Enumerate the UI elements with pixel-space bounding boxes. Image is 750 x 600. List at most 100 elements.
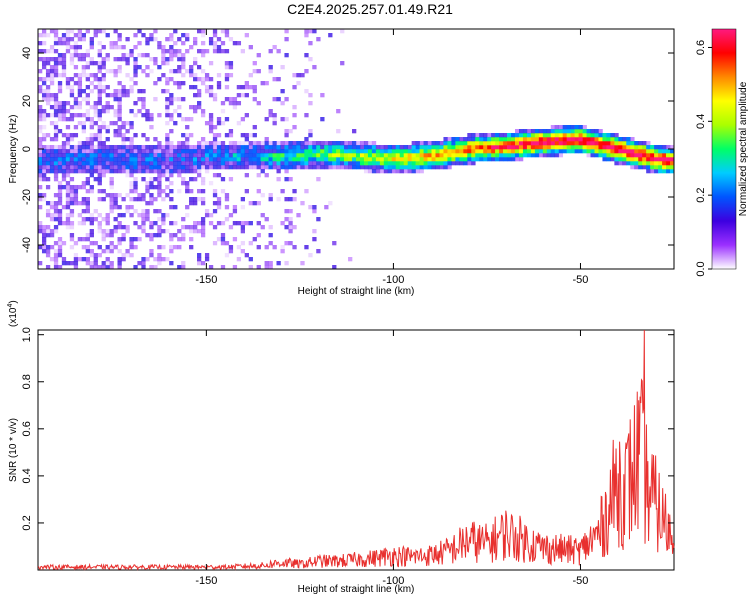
heatmap-cell [507, 145, 512, 150]
heatmap-cell [272, 145, 277, 150]
heatmap-cell [403, 169, 408, 174]
heatmap-cell [602, 157, 607, 162]
heatmap-cell [105, 105, 110, 110]
heatmap-cell [181, 217, 186, 222]
heatmap-cell [240, 93, 245, 98]
heatmap-cell [121, 57, 126, 62]
heatmap-cell [89, 57, 94, 62]
heatmap-cell [97, 189, 102, 194]
heatmap-cell [117, 257, 122, 262]
heatmap-cell [197, 253, 202, 258]
heatmap-cell [280, 189, 285, 194]
heatmap-cell [280, 165, 285, 170]
heatmap-cell [149, 225, 154, 230]
heatmap-cell [479, 157, 484, 162]
heatmap-cell [121, 253, 126, 258]
heatmap-cell [491, 153, 496, 158]
heatmap-cell [352, 157, 357, 162]
heatmap-cell [296, 161, 301, 166]
heatmap-cell [69, 57, 75, 62]
heatmap-cell [216, 37, 222, 42]
heatmap-cell [97, 65, 102, 70]
heatmap-cell [626, 153, 631, 158]
heatmap-cell [570, 141, 575, 146]
heatmap-cell [41, 153, 47, 158]
heatmap-cell [69, 145, 75, 150]
heatmap-cell [447, 141, 452, 146]
heatmap-cell [137, 161, 142, 166]
heatmap-cell [455, 153, 460, 158]
heatmap-cell [69, 153, 75, 158]
heatmap-cell [344, 145, 349, 150]
heatmap-cell [69, 93, 75, 98]
heatmap-cell [344, 157, 349, 162]
heatmap-cell [129, 121, 134, 126]
heatmap-cell [431, 157, 436, 162]
heatmap-cell [316, 149, 321, 154]
heatmap-cell [308, 133, 313, 138]
heatmap-cell [141, 101, 146, 106]
heatmap-cell [483, 137, 488, 142]
heatmap-cell [38, 177, 43, 182]
heatmap-cell [300, 161, 305, 166]
heatmap-cell [65, 49, 71, 54]
heatmap-cell [141, 221, 146, 226]
heatmap-cell [224, 29, 230, 34]
heatmap-cell [61, 177, 67, 182]
heatmap-cell [248, 133, 253, 138]
heatmap-cell [292, 105, 297, 110]
heatmap-cell [399, 149, 405, 154]
heatmap-cell [228, 37, 234, 42]
heatmap-cell [240, 229, 245, 234]
heatmap-cell [65, 213, 71, 218]
heatmap-cell [45, 209, 51, 214]
heatmap-cell [304, 145, 309, 150]
heatmap-cell [220, 161, 226, 166]
heatmap-cell [141, 149, 146, 154]
heatmap-cell [666, 165, 671, 170]
heatmap-cell [101, 89, 106, 94]
heatmap-cell [133, 33, 138, 38]
heatmap-cell [526, 153, 532, 158]
heatmap-cell [419, 165, 424, 170]
heatmap-cell [570, 137, 575, 142]
heatmap-cell [312, 149, 317, 154]
heatmap-cell [161, 145, 166, 150]
heatmap-cell [224, 253, 230, 258]
heatmap-cell [105, 53, 110, 58]
heatmap-cell [240, 133, 245, 138]
heatmap-cell [284, 145, 289, 150]
heatmap-cell [284, 149, 289, 154]
heatmap-cell [240, 49, 245, 54]
heatmap-cell [383, 161, 389, 166]
heatmap-cell [53, 121, 59, 126]
heatmap-cell [228, 177, 234, 182]
heatmap-cell [85, 205, 90, 210]
heatmap-cell [97, 229, 102, 234]
heatmap-cell [224, 133, 230, 138]
heatmap-cell [236, 141, 242, 146]
heatmap-cell [320, 161, 325, 166]
heatmap-cell [399, 145, 405, 150]
heatmap-cell [256, 69, 261, 74]
heatmap-cell [61, 165, 67, 170]
heatmap-cell [284, 177, 289, 182]
heatmap-cell [363, 169, 369, 174]
heatmap-cell [566, 125, 571, 130]
heatmap-cell [268, 225, 273, 230]
heatmap-cell [65, 161, 71, 166]
heatmap-cell [328, 33, 333, 38]
heatmap-cell [606, 149, 611, 154]
heatmap-cell [45, 213, 51, 218]
heatmap-cell [181, 81, 186, 86]
heatmap-cell [65, 185, 71, 190]
heatmap-cell [81, 237, 86, 242]
heatmap-cell [113, 57, 118, 62]
heatmap-cell [499, 137, 504, 142]
heatmap-cell [97, 253, 102, 258]
heatmap-cell [367, 153, 373, 158]
heatmap-cell [340, 161, 345, 166]
heatmap-cell [85, 165, 90, 170]
heatmap-cell [499, 157, 504, 162]
heatmap-cell [185, 33, 190, 38]
